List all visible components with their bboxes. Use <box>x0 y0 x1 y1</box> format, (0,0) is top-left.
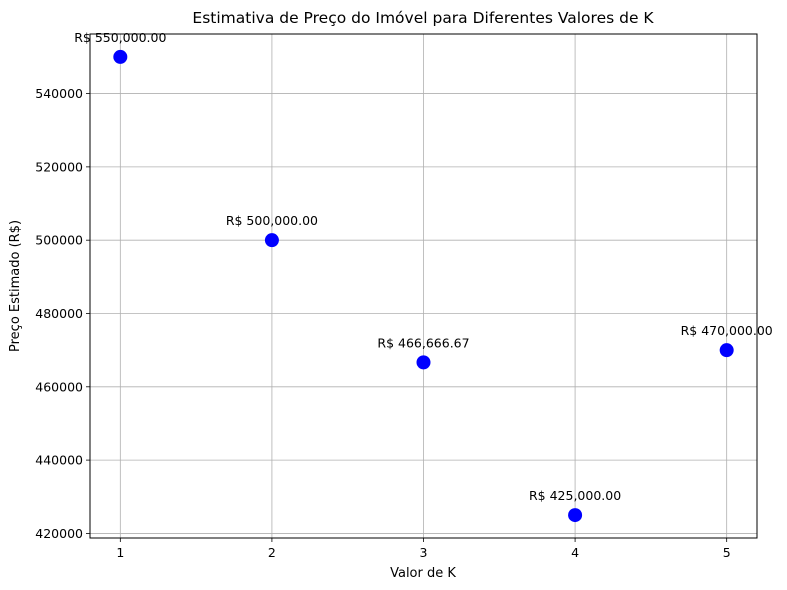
data-point <box>416 355 431 370</box>
data-point <box>719 343 734 358</box>
x-tick-label: 3 <box>420 545 428 560</box>
y-tick-label: 480000 <box>35 306 83 321</box>
grid <box>90 34 757 538</box>
y-tick-label: 460000 <box>35 379 83 394</box>
data-label: R$ 470,000.00 <box>681 323 773 338</box>
y-tick-label: 440000 <box>35 453 83 468</box>
y-tick-label: 520000 <box>35 159 83 174</box>
y-tick-label: 420000 <box>35 526 83 541</box>
x-tick-label: 5 <box>723 545 731 560</box>
data-label: R$ 466,666.67 <box>377 335 469 350</box>
data-label: R$ 425,000.00 <box>529 488 621 503</box>
point-labels: R$ 550,000.00 R$ 500,000.00 R$ 466,666.67 R… <box>74 30 773 503</box>
y-tick-label: 500000 <box>35 233 83 248</box>
data-point <box>264 233 279 248</box>
y-axis-label: Preço Estimado (R$) <box>8 220 23 352</box>
chart-title: Estimativa de Preço do Imóvel para Difer… <box>192 9 654 27</box>
x-tick-label: 2 <box>268 545 276 560</box>
data-label: R$ 500,000.00 <box>226 213 318 228</box>
y-tick-label: 540000 <box>35 86 83 101</box>
data-point <box>568 508 583 523</box>
data-point <box>113 49 128 64</box>
data-label: R$ 550,000.00 <box>74 30 166 45</box>
x-tick-label: 4 <box>571 545 579 560</box>
scatter-points <box>113 49 734 523</box>
x-tick-label: 1 <box>116 545 124 560</box>
x-axis-label: Valor de K <box>390 566 456 581</box>
axis-ticks: 1 2 3 4 5 420000 440000 460000 480000 500000 52000… <box>35 86 730 560</box>
